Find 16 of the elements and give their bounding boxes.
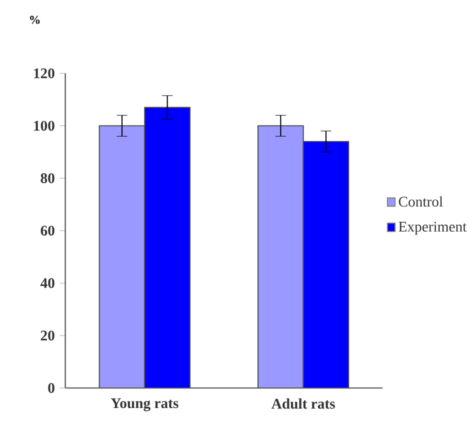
y-axis-title: % bbox=[30, 16, 40, 24]
bar bbox=[98, 125, 146, 388]
y-tick-label: 120 bbox=[34, 68, 54, 78]
y-tick-label: 40 bbox=[40, 278, 54, 288]
legend-label: Experiment bbox=[398, 222, 467, 235]
x-tick-label: Adult rats bbox=[271, 398, 335, 409]
bar bbox=[257, 125, 304, 388]
x-tick-label: Young rats bbox=[110, 398, 178, 412]
bar bbox=[144, 106, 191, 388]
y-tick-label: 80 bbox=[40, 173, 54, 184]
bar bbox=[302, 140, 350, 388]
y-tick-label: 100 bbox=[34, 120, 54, 131]
legend-label: Control bbox=[398, 196, 443, 207]
y-tick-label: 60 bbox=[40, 226, 54, 236]
y-tick-label: 20 bbox=[40, 330, 54, 340]
y-tick-label: 0 bbox=[48, 383, 54, 393]
